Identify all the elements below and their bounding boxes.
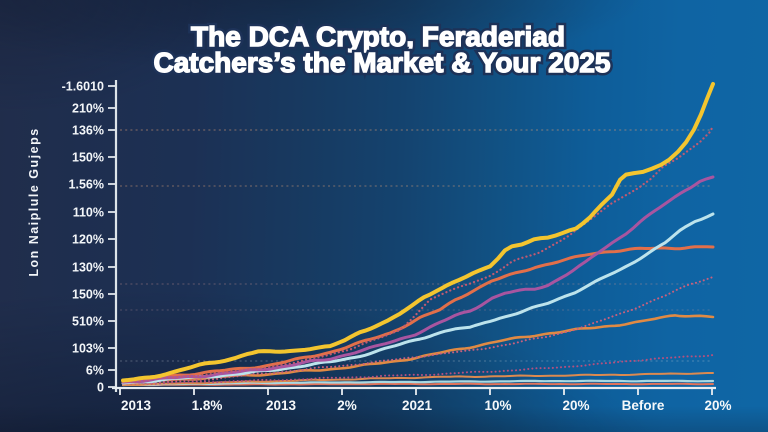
svg-text:Lon Naiplule Gujeps: Lon Naiplule Gujeps xyxy=(27,127,41,276)
svg-text:6%: 6% xyxy=(86,364,104,378)
svg-text:2021: 2021 xyxy=(402,398,433,413)
svg-text:210%: 210% xyxy=(72,102,104,116)
svg-text:20%: 20% xyxy=(562,398,589,413)
svg-text:Catchers’s the Market & Your 2: Catchers’s the Market & Your 2025 xyxy=(153,47,610,78)
svg-text:510%: 510% xyxy=(72,315,104,329)
svg-text:0: 0 xyxy=(97,381,104,395)
svg-text:2013: 2013 xyxy=(266,398,297,413)
svg-text:Before: Before xyxy=(622,398,665,413)
svg-text:The DCA Crypto, Feraderiad: The DCA Crypto, Feraderiad xyxy=(191,21,565,52)
svg-text:The DCA Crypto, Feraderiad: The DCA Crypto, Feraderiad xyxy=(191,21,565,52)
svg-text:150%: 150% xyxy=(72,288,104,302)
svg-text:1.56%: 1.56% xyxy=(69,178,104,192)
svg-text:20%: 20% xyxy=(704,398,731,413)
svg-text:103%: 103% xyxy=(72,342,104,356)
svg-text:-1.6010: -1.6010 xyxy=(62,80,104,94)
svg-text:130%: 130% xyxy=(72,261,104,275)
svg-text:120%: 120% xyxy=(72,233,104,247)
svg-text:2013: 2013 xyxy=(121,398,152,413)
svg-text:2%: 2% xyxy=(337,398,357,413)
svg-text:136%: 136% xyxy=(72,124,104,138)
svg-text:10%: 10% xyxy=(484,398,511,413)
svg-text:110%: 110% xyxy=(73,206,104,220)
svg-text:Catchers’s the Market & Your 2: Catchers’s the Market & Your 2025 xyxy=(153,47,610,78)
svg-text:1.8%: 1.8% xyxy=(192,398,223,413)
svg-text:150%: 150% xyxy=(72,151,104,165)
